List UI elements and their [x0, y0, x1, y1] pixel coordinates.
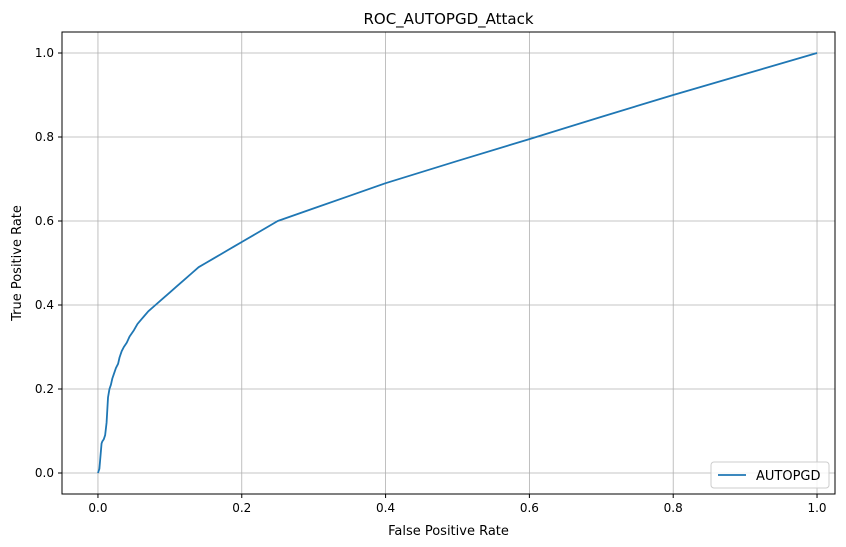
- x-tick-label: 1.0: [807, 501, 826, 515]
- x-ticks: 0.0 0.2 0.4 0.6 0.8 1.0: [88, 494, 827, 515]
- legend-label-autopgd: AUTOPGD: [756, 469, 821, 484]
- chart-title: ROC_AUTOPGD_Attack: [363, 10, 533, 29]
- plot-frame: [61, 31, 836, 495]
- x-axis-label: False Positive Rate: [388, 524, 509, 539]
- legend-box: [710, 461, 830, 489]
- series-line-autopgd: [97, 52, 818, 474]
- y-tick-label: 0.4: [35, 298, 54, 312]
- y-tick-label: 0.8: [35, 130, 54, 144]
- y-axis-label: True Positive Rate: [10, 205, 25, 322]
- x-tick-label: 0.2: [232, 501, 251, 515]
- y-ticks: 0.0 0.2 0.4 0.6 0.8 1.0: [35, 46, 62, 480]
- x-tick-label: 0.8: [664, 501, 683, 515]
- grid-lines: [62, 32, 835, 494]
- y-tick-label: 0.0: [35, 466, 54, 480]
- x-tick-label: 0.0: [88, 501, 107, 515]
- y-tick-label: 0.6: [35, 214, 54, 228]
- series-lines: [97, 52, 818, 474]
- y-tick-label: 0.2: [35, 382, 54, 396]
- legend: AUTOPGD: [710, 461, 830, 489]
- y-tick-label: 1.0: [35, 46, 54, 60]
- x-tick-label: 0.6: [520, 501, 539, 515]
- x-tick-label: 0.4: [376, 501, 395, 515]
- plot-background: [62, 32, 835, 494]
